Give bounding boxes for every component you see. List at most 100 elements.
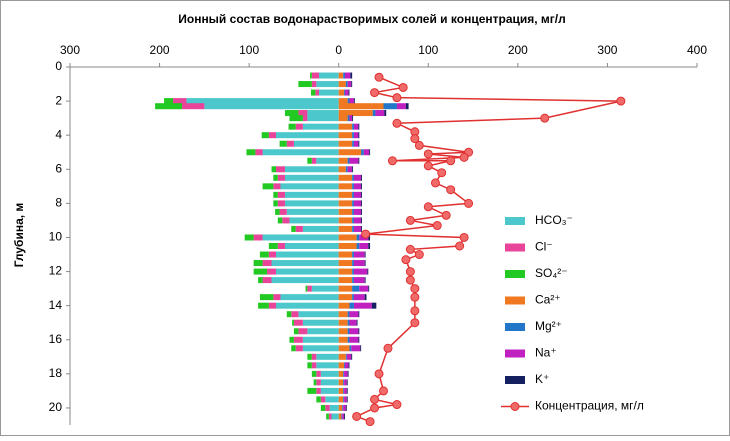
bar-segment: [253, 260, 263, 267]
bar-segment: [284, 166, 339, 173]
y-tick-label: 0: [55, 59, 62, 73]
bar-segment: [273, 174, 278, 181]
bar-segment: [338, 234, 357, 241]
bar-segment: [293, 336, 303, 343]
bar-segment: [292, 319, 294, 326]
bar-segment: [262, 260, 272, 267]
legend-label: SO₄²⁻: [535, 266, 568, 280]
bar-segment: [353, 123, 359, 130]
bar-segment: [346, 396, 348, 403]
bar-segment: [181, 103, 205, 110]
bar-segment: [383, 103, 397, 110]
bar-segment: [295, 345, 303, 352]
bar-segment: [361, 208, 363, 215]
bar-segment: [349, 345, 352, 352]
bar-segment: [313, 379, 317, 386]
bar-segment: [353, 251, 365, 258]
bar-segment: [316, 387, 321, 394]
bar-segment: [358, 132, 360, 139]
bar-segment: [349, 98, 354, 105]
bar-segment: [325, 404, 330, 411]
legend-label: HCO₃⁻: [535, 213, 573, 227]
concentration-point: [410, 306, 420, 316]
bar-segment: [352, 277, 354, 284]
legend-swatch: [505, 296, 525, 305]
bar-segment: [343, 72, 345, 79]
legend-swatch: [505, 323, 525, 331]
concentration-point: [410, 318, 420, 328]
x-tick-label: 200: [150, 43, 170, 57]
bar-segment: [310, 72, 312, 79]
legend-swatch: [505, 243, 525, 252]
bar-segment: [338, 157, 348, 164]
concentration-point: [455, 241, 465, 251]
bar-segment: [268, 302, 277, 309]
bar-segment: [369, 149, 371, 156]
bar-segment: [347, 157, 350, 164]
bar-segment: [273, 200, 278, 207]
concentration-point: [446, 185, 456, 195]
bar-segment: [331, 413, 339, 420]
bar-segment: [338, 413, 342, 420]
concentration-point: [540, 113, 550, 123]
concentration-point: [441, 210, 451, 220]
bar-segment: [338, 103, 384, 110]
concentration-point: [616, 96, 626, 106]
bar-segment: [268, 243, 278, 249]
bar-segment: [353, 277, 365, 284]
concentration-point: [405, 275, 415, 285]
bar-segment: [356, 234, 360, 241]
bar-segment: [345, 353, 347, 360]
bar-segment: [346, 353, 352, 360]
bar-segment: [338, 72, 344, 79]
bar-segment: [259, 251, 269, 258]
bar-segment: [320, 379, 339, 386]
bar-segment: [338, 217, 353, 224]
bar-segment: [384, 110, 387, 117]
bar-segment: [338, 277, 353, 284]
bar-segment: [338, 166, 346, 173]
concentration-point: [383, 343, 393, 353]
bar-segment: [279, 208, 287, 215]
bar-segment: [338, 123, 353, 130]
bar-segment: [347, 336, 350, 343]
bar-segment: [359, 285, 369, 292]
legend-label: Na⁺: [535, 346, 557, 360]
bar-segment: [346, 387, 348, 394]
legend-label: Ca²⁺: [535, 293, 561, 307]
bar-segment: [302, 123, 339, 130]
bar-segment: [364, 251, 366, 258]
bar-segment: [396, 103, 406, 110]
concentration-point: [446, 156, 456, 166]
bar-segment: [316, 379, 321, 386]
legend-label: Cl⁻: [535, 240, 553, 254]
bar-segment: [320, 396, 326, 403]
bar-segment: [353, 191, 362, 198]
bar-segment: [352, 123, 354, 130]
chart-title: Ионный состав водонарастворимых солей и …: [178, 12, 566, 26]
concentration-point: [432, 221, 442, 231]
x-tick-label: 100: [418, 43, 438, 57]
bar-segment: [338, 362, 345, 369]
bar-segment: [311, 72, 320, 79]
bar-segment: [276, 166, 285, 173]
bar-segment: [358, 157, 360, 164]
bar-segment: [353, 217, 362, 224]
bar-segment: [277, 174, 285, 181]
bar-segment: [307, 115, 339, 122]
bar-segment: [307, 285, 312, 292]
bar-segment: [311, 362, 317, 369]
bar-segment: [356, 243, 360, 249]
bar-segment: [284, 110, 299, 117]
bar-segment: [298, 311, 339, 318]
bar-segment: [155, 103, 182, 110]
bar-segment: [276, 251, 339, 258]
concentration-point: [370, 394, 380, 404]
bar-segment: [349, 157, 359, 164]
bar-segment: [338, 200, 353, 207]
concentration-point: [459, 152, 469, 162]
bar-segment: [345, 404, 347, 411]
bar-segment: [262, 183, 274, 190]
bar-segment: [343, 404, 346, 411]
bar-segment: [368, 243, 371, 249]
